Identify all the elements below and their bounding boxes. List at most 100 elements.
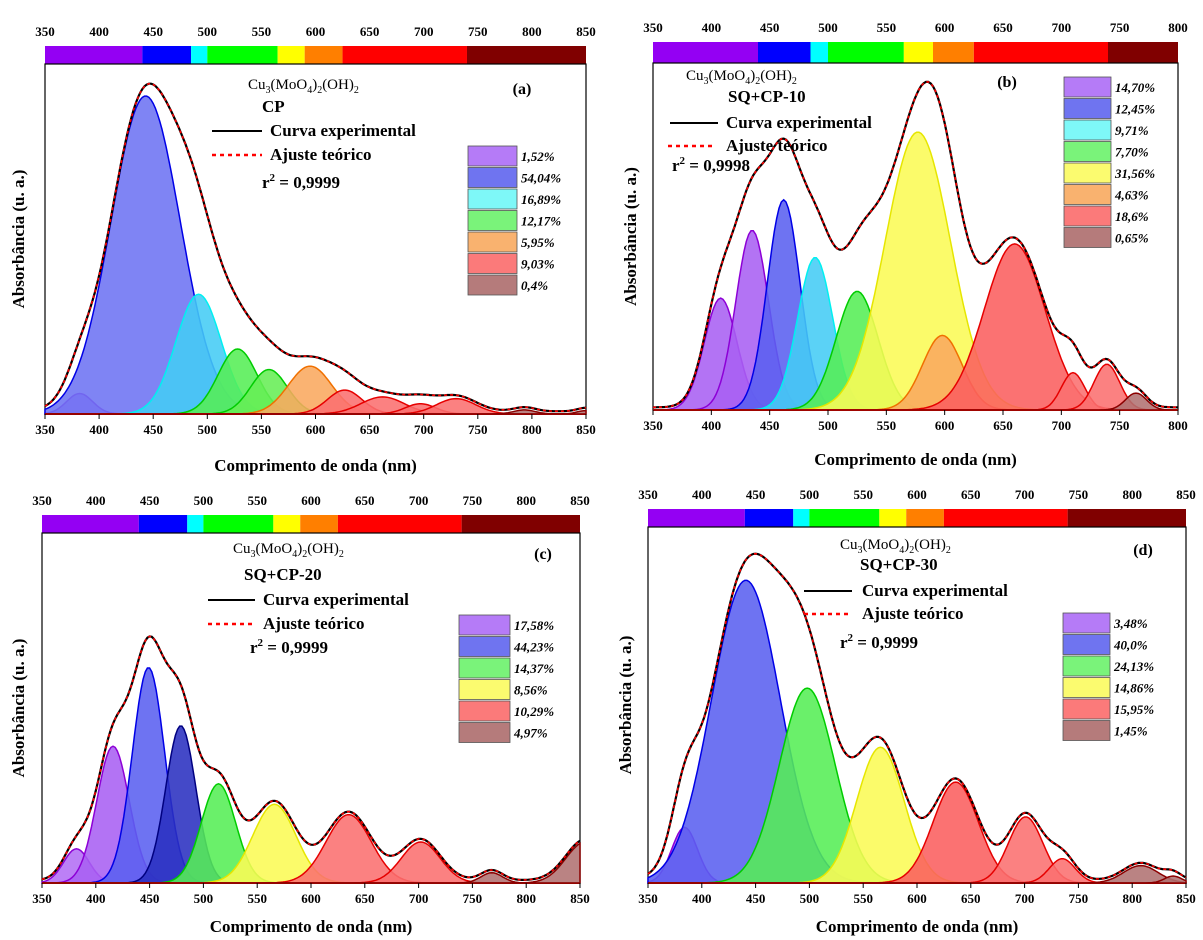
compound-formula: Cu3(MoO4)2(OH)2 [686, 68, 797, 87]
legend-swatch [1063, 76, 1112, 98]
legend-percent: 15,95% [1114, 702, 1154, 717]
spectrum-band-darkred [461, 515, 580, 533]
spectrum-band-violet [653, 42, 758, 63]
top-tick-label: 500 [818, 20, 838, 35]
y-axis-label: Absorbância (u. a.) [616, 636, 635, 775]
x-tick-label: 800 [516, 891, 536, 906]
spectrum-band-orange [300, 515, 338, 533]
legend-percent: 9,03% [521, 257, 555, 272]
top-tick-label: 600 [301, 493, 321, 508]
legend-swatch [1063, 98, 1112, 119]
legend-percent: 14,37% [514, 661, 554, 676]
legend-percent: 10,29% [514, 704, 554, 719]
spectrum-band-blue [744, 509, 794, 527]
x-tick-label: 450 [760, 418, 780, 433]
legend-percent: 17,58% [514, 618, 554, 633]
spectrum-band-green [203, 515, 274, 533]
x-tick-label: 400 [86, 891, 106, 906]
spectrum-band-cyan [810, 42, 828, 63]
x-tick-label: 400 [692, 891, 712, 906]
x-tick-label: 500 [198, 422, 218, 437]
spectrum-bar [42, 515, 580, 533]
top-tick-label: 700 [409, 493, 429, 508]
x-tick-label: 750 [1110, 418, 1130, 433]
top-tick-label: 350 [638, 487, 658, 502]
spectrum-band-orange [933, 42, 974, 63]
top-tick-label: 850 [576, 24, 596, 39]
spectrum-band-green [809, 509, 880, 527]
x-tick-label: 550 [252, 422, 272, 437]
spectrum-band-blue [142, 46, 192, 64]
x-tick-label: 500 [818, 418, 838, 433]
x-tick-label: 700 [1052, 418, 1072, 433]
top-tick-label: 600 [935, 20, 955, 35]
r2-value: r2 = 0,9999 [250, 637, 328, 657]
sample-name: CP [262, 97, 285, 116]
spectrum-bar [653, 42, 1178, 63]
spectrum-bar [45, 46, 586, 64]
legend-label-fit: Ajuste teórico [270, 145, 372, 164]
top-tick-label: 650 [961, 487, 981, 502]
top-tick-label: 450 [746, 487, 766, 502]
legend-swatch [1063, 205, 1112, 227]
experimental-curve [653, 80, 1178, 409]
spectrum-band-red [943, 509, 1068, 527]
top-tick-label: 750 [1069, 487, 1089, 502]
spectrum-band-orange [906, 509, 944, 527]
x-tick-label: 800 [1168, 418, 1188, 433]
chart-panel-a: 350 400 450 500 550 600 650 700 750 800 850 350 400 4… [9, 24, 596, 475]
spectrum-band-blue [138, 515, 188, 533]
y-axis-label: Absorbância (u. a.) [9, 170, 28, 309]
top-tick-label: 350 [32, 493, 52, 508]
legend-swatch [1062, 698, 1111, 720]
sample-name: SQ+CP-20 [244, 565, 322, 584]
x-axis-label: Comprimento de onda (nm) [816, 917, 1019, 936]
top-tick-label: 800 [522, 24, 542, 39]
spectrum-band-violet [648, 509, 745, 527]
legend-swatch [1062, 677, 1111, 698]
chart-panel-d: 350 400 450 500 550 600 650 700 750 800 850 350 400 4… [616, 487, 1196, 936]
legend-percent: 12,17% [521, 214, 561, 229]
legend-swatch [467, 274, 518, 296]
spectrum-band-red [342, 46, 467, 64]
panel-label: (b) [997, 74, 1017, 91]
legend-percent: 9,71% [1115, 123, 1149, 138]
x-tick-label: 750 [1069, 891, 1089, 906]
top-tick-label: 600 [306, 24, 326, 39]
top-tick-label: 750 [463, 493, 483, 508]
top-tick-label: 550 [877, 20, 897, 35]
x-tick-label: 600 [935, 418, 955, 433]
x-tick-label: 700 [1015, 891, 1035, 906]
spectrum-band-green [207, 46, 278, 64]
top-tick-label: 550 [247, 493, 267, 508]
legend-percent: 1,52% [521, 149, 555, 164]
top-tick-label: 750 [468, 24, 488, 39]
top-tick-label: 450 [760, 20, 780, 35]
legend-swatch [458, 679, 511, 700]
x-tick-label: 600 [907, 891, 927, 906]
legend-percent: 0,4% [521, 278, 548, 293]
legend-label-fit: Ajuste teórico [862, 604, 964, 623]
panel-label: (a) [513, 81, 532, 98]
legend-percent: 14,86% [1114, 681, 1154, 696]
x-tick-label: 650 [360, 422, 380, 437]
spectrum-band-violet [45, 46, 143, 64]
legend-label-fit: Ajuste teórico [263, 614, 365, 633]
legend-swatch [467, 253, 518, 274]
legend-swatch [467, 167, 518, 188]
fit-curve [41, 635, 581, 881]
top-tick-label: 400 [692, 487, 712, 502]
top-tick-label: 500 [194, 493, 214, 508]
legend-swatch [1062, 612, 1111, 634]
x-tick-label: 650 [961, 891, 981, 906]
component-peak-9 [42, 842, 581, 884]
x-tick-label: 450 [143, 422, 163, 437]
legend-percent: 12,45% [1115, 102, 1155, 117]
legend-percent: 7,70% [1115, 145, 1149, 160]
legend-swatch [458, 636, 511, 657]
legend-label-experimental: Curva experimental [270, 121, 416, 140]
fit-curve [647, 552, 1187, 880]
component-peak-8 [648, 875, 1187, 884]
top-tick-label: 450 [143, 24, 163, 39]
x-axis-label: Comprimento de onda (nm) [214, 456, 417, 475]
